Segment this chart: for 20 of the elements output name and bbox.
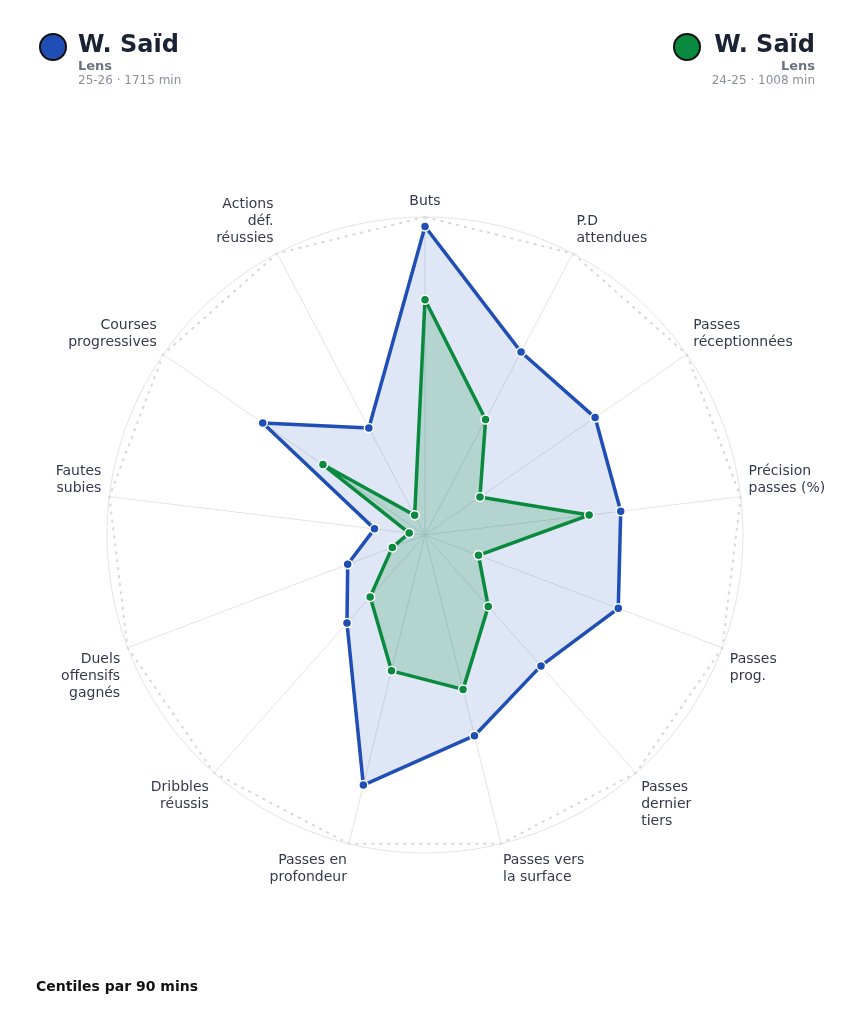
spoke-label: Actions déf. réussies	[216, 195, 274, 246]
spoke-label: Buts	[409, 192, 441, 208]
text: 25-26 · 1715 min	[78, 73, 182, 87]
spoke-label: Passes en profondeur	[269, 850, 348, 884]
spoke-label: Duels offensifs gagnés	[61, 649, 121, 700]
spoke-label: Courses progressives	[68, 315, 157, 349]
spoke-label: Dribbles réussis	[150, 778, 209, 812]
spoke-label: Passes réceptionnées	[693, 315, 793, 349]
text: Lens	[779, 58, 815, 73]
spoke-label: Fautes subies	[55, 461, 102, 495]
text: Centiles par 90 mins	[36, 978, 199, 994]
spoke-label: Précision passes (%)	[748, 461, 826, 495]
text: Lens	[78, 58, 114, 73]
spoke-label: Passes vers la surface	[503, 850, 585, 884]
legend-label: W. Saïd	[713, 30, 815, 58]
spoke-label: P.D attendues	[576, 212, 648, 246]
spoke-label: Passes dernier tiers	[641, 778, 692, 829]
spoke-label: Passes prog.	[729, 649, 777, 683]
text: 24-25 · 1008 min	[711, 73, 815, 87]
legend-label: W. Saïd	[78, 30, 180, 58]
